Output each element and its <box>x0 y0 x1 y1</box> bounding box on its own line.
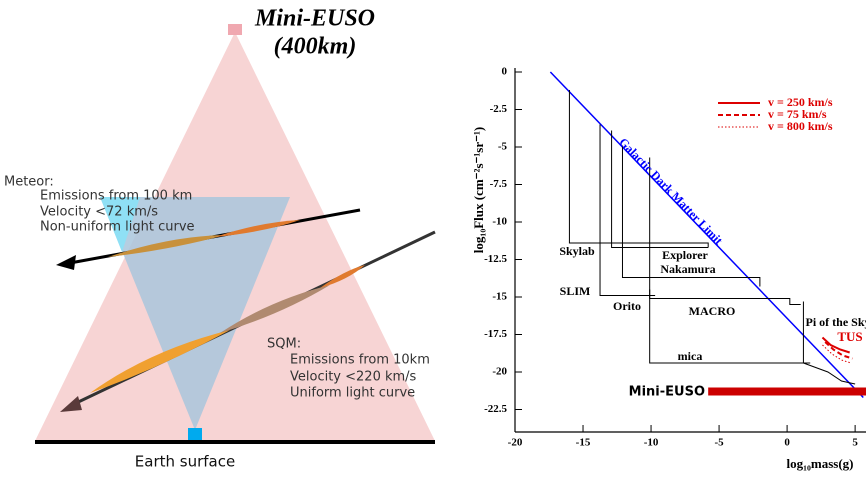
series-label: Explorer <box>662 248 708 262</box>
sqm-line: Velocity <220 km/s <box>290 370 417 385</box>
series-line <box>650 290 811 364</box>
x-tick-label: -15 <box>576 437 591 449</box>
series-label: Orito <box>613 299 641 313</box>
series-label: Pi of the Sky <box>805 315 866 329</box>
x-tick-label: 0 <box>784 437 790 449</box>
y-tick-label: -15 <box>492 291 507 303</box>
detector <box>188 428 202 440</box>
series-label: MACRO <box>689 304 736 318</box>
y-tick-label: -10 <box>492 216 507 228</box>
x-tick-label: -5 <box>714 437 724 449</box>
diagram: Mini-EUSO (400km) Meteor: Emissions from… <box>4 6 435 471</box>
annotation: TUS <box>837 329 862 344</box>
x-axis-label: log₁₀mass(g) <box>786 456 853 471</box>
meteor-arrow <box>56 255 76 270</box>
sqm-line: Uniform light curve <box>290 386 415 401</box>
figure: Mini-EUSO (400km) Meteor: Emissions from… <box>0 0 866 476</box>
y-tick-label: 0 <box>502 66 508 78</box>
series-label: Nakamura <box>660 262 715 276</box>
series-label: Mini-EUSO <box>629 385 705 400</box>
series-label: Skylab <box>559 244 595 258</box>
y-tick-label: -17.5 <box>484 328 507 340</box>
sqm-line: Emissions from 10km <box>290 353 430 368</box>
meteor-line: Velocity <72 km/s <box>40 205 158 220</box>
series-label: Galactic Dark Matter Limit <box>616 135 725 247</box>
satellite <box>228 24 242 35</box>
x-tick-label: -20 <box>508 437 523 449</box>
meteor-line: Emissions from 100 km <box>40 189 192 204</box>
series-line <box>825 342 852 359</box>
legend-label: v = 800 km/s <box>768 119 833 133</box>
meteor-line: Non-uniform light curve <box>40 220 195 235</box>
chart: 0 -2.5 -5 -7.5 -10 -12.5 -15 -17.5 -20 -22.5 -20 -1… <box>471 66 866 471</box>
diagram-title: Mini-EUSO <box>254 6 375 32</box>
y-tick-label: -22.5 <box>484 403 507 415</box>
x-tick-label: 5 <box>852 437 858 449</box>
meteor-heading: Meteor: <box>4 175 54 190</box>
y-tick-label: -5 <box>498 141 508 153</box>
diagram-subtitle: (400km) <box>274 34 357 60</box>
ground-label: Earth surface <box>135 453 235 471</box>
y-axis-label: log₁₀Flux (cm⁻²s⁻¹sr⁻¹) <box>471 127 486 253</box>
sqm-heading: SQM: <box>267 337 301 352</box>
series-label: mica <box>678 349 703 363</box>
y-tick-label: -12.5 <box>484 253 507 265</box>
series-label: SLIM <box>560 284 591 298</box>
y-tick-label: -20 <box>492 366 507 378</box>
x-tick-label: -10 <box>644 437 659 449</box>
y-tick-label: -7.5 <box>490 178 508 190</box>
y-tick-label: -2.5 <box>490 103 508 115</box>
